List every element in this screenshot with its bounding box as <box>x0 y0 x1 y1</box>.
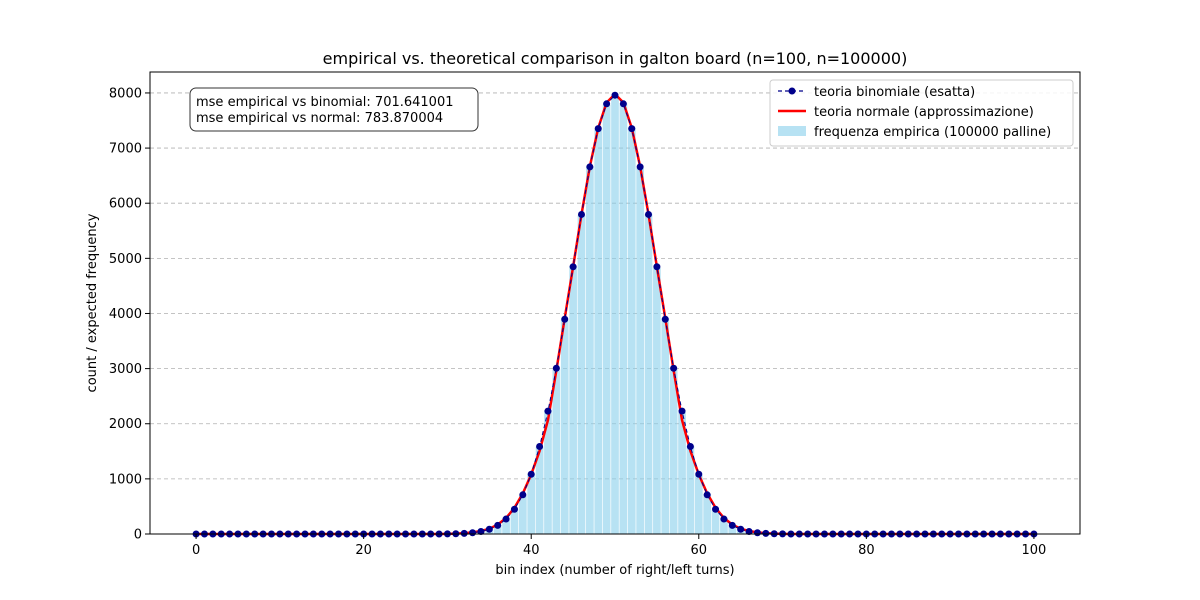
empirical-bar <box>619 103 628 535</box>
empirical-bar <box>518 495 527 534</box>
empirical-bar <box>586 166 594 534</box>
empirical-bar <box>493 525 502 534</box>
binomial-point <box>636 163 644 171</box>
empirical-bar <box>527 473 536 534</box>
binomial-point <box>569 263 577 271</box>
binomial-point <box>561 315 569 323</box>
empirical-bars <box>443 96 787 535</box>
legend-bars-label: frequenza empirica (100000 palline) <box>814 125 1051 140</box>
binomial-point <box>712 505 720 513</box>
y-tick-label: 3000 <box>109 362 142 377</box>
binomial-point <box>469 529 477 537</box>
empirical-bar <box>569 266 577 534</box>
binomial-point <box>477 527 485 535</box>
binomial-point <box>510 505 518 513</box>
mse-binomial-text: mse empirical vs binomial: 701.641001 <box>196 95 454 110</box>
empirical-bar <box>611 96 619 534</box>
binomial-point <box>686 443 694 451</box>
x-tick-label: 20 <box>355 543 372 558</box>
y-tick-label: 7000 <box>109 142 142 157</box>
chart-title: empirical vs. theoretical comparison in … <box>323 49 908 68</box>
empirical-bar <box>644 213 653 534</box>
binomial-point <box>527 470 535 478</box>
y-tick-label: 8000 <box>109 86 142 101</box>
empirical-bar <box>510 508 519 534</box>
empirical-bar <box>728 525 737 534</box>
mse-annotation: mse empirical vs binomial: 701.641001 ms… <box>189 87 479 132</box>
x-axis-label: bin index (number of right/left turns) <box>495 563 734 578</box>
empirical-bar <box>560 320 569 534</box>
mse-box <box>189 87 479 132</box>
legend-binomial-marker <box>788 87 796 95</box>
plot-frame <box>149 71 1081 535</box>
empirical-bar <box>653 267 661 534</box>
binomial-point <box>485 525 493 533</box>
y-tick-label: 6000 <box>109 197 142 212</box>
binomial-point <box>737 525 745 533</box>
binomial-point <box>753 529 761 537</box>
axes: 0 1000 2000 3000 4000 5000 6000 7000 8000 0 20 40 60… <box>109 71 1081 558</box>
x-tick-label: 40 <box>523 543 540 558</box>
legend: teoria binomiale (esatta) teoria normale… <box>769 79 1074 147</box>
x-tick-label: 80 <box>858 543 875 558</box>
empirical-bar <box>703 494 712 534</box>
binomial-point <box>536 443 544 451</box>
empirical-bar <box>502 519 510 534</box>
empirical-bar <box>711 509 720 534</box>
binomial-point <box>628 125 636 133</box>
binomial-point <box>678 407 686 415</box>
binomial-point <box>519 491 527 499</box>
empirical-bar <box>627 127 636 534</box>
empirical-bar <box>544 410 552 534</box>
binomial-point <box>544 407 552 415</box>
binomial-point <box>502 515 510 523</box>
binomial-point <box>603 100 611 108</box>
binomial-point <box>653 263 661 271</box>
binomial-point <box>594 125 602 133</box>
legend-binomial-label: teoria binomiale (esatta) <box>814 85 975 100</box>
empirical-bar <box>552 369 561 534</box>
empirical-bar <box>535 446 544 534</box>
empirical-bar <box>661 318 670 534</box>
binomial-point <box>745 527 753 535</box>
binomial-point <box>762 529 770 537</box>
legend-box <box>769 79 1074 147</box>
binomial-point <box>552 364 560 372</box>
y-tick-label: 4000 <box>109 307 142 322</box>
binomial-point <box>703 491 711 499</box>
binomial-point <box>494 521 502 529</box>
y-tick-label: 1000 <box>109 472 142 487</box>
binomial-point <box>577 210 585 218</box>
empirical-bar <box>686 445 695 534</box>
binomial-point <box>728 521 736 529</box>
y-tick-label: 0 <box>134 528 142 543</box>
y-tick-label: 2000 <box>109 417 142 432</box>
binomial-point <box>619 100 627 108</box>
binomial-point <box>720 515 728 523</box>
binomial-point <box>670 364 678 372</box>
y-tick-label: 5000 <box>109 252 142 267</box>
binomial-point <box>460 529 468 537</box>
binomial-point <box>695 470 703 478</box>
binomial-point <box>611 91 619 99</box>
empirical-bar <box>594 129 603 534</box>
empirical-bar <box>678 412 686 534</box>
y-axis-label: count / expected frequency <box>85 213 100 392</box>
empirical-bar <box>577 215 586 534</box>
binomial-point <box>586 163 594 171</box>
empirical-bar <box>694 475 703 534</box>
empirical-bar <box>602 104 611 535</box>
mse-normal-text: mse empirical vs normal: 783.870004 <box>196 111 443 126</box>
x-tick-label: 60 <box>691 543 708 558</box>
binomial-point <box>645 210 653 218</box>
x-tick-label: 100 <box>1022 543 1047 558</box>
x-tick-label: 0 <box>192 543 200 558</box>
empirical-bar <box>669 367 678 534</box>
empirical-bar <box>636 167 644 534</box>
empirical-bar <box>720 518 728 534</box>
binomial-point <box>661 315 669 323</box>
legend-bars-swatch <box>778 126 806 136</box>
legend-normal-label: teoria normale (approssimazione) <box>814 105 1034 120</box>
